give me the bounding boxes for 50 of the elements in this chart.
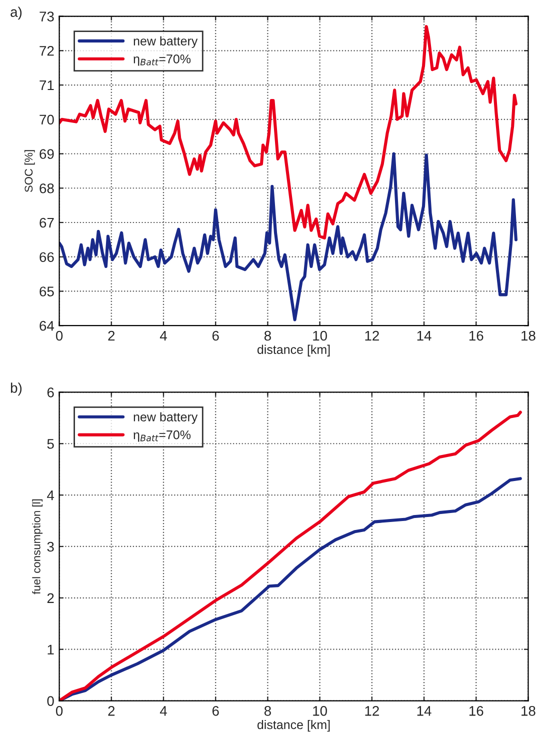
x-tick-label: 12 [365, 330, 379, 341]
x-tick-label: 8 [264, 330, 271, 341]
legend-label: η$_{Batt}$=70% [134, 430, 191, 442]
y-tick-label: 0 [47, 696, 54, 706]
y-tick-label: 2 [47, 593, 54, 603]
x-tick-label: 6 [212, 330, 219, 341]
x-tick-label: 4 [160, 330, 167, 341]
line-series [59, 152, 518, 322]
x-tick-label: 14 [417, 330, 432, 341]
x-tick-label: 2 [108, 706, 115, 716]
y-tick-label: 72 [40, 46, 54, 56]
line-series [59, 25, 518, 240]
y-tick-label: 70 [40, 114, 54, 125]
y-tick-label: 5 [47, 439, 54, 449]
y-tick-label: 64 [40, 320, 54, 331]
y-tick-label: 6 [47, 388, 54, 398]
y-tick-label: 1 [48, 644, 54, 654]
x-tick-label: 4 [160, 706, 167, 716]
x-tick-label: 6 [212, 706, 219, 716]
x-tick-label: 18 [522, 330, 536, 341]
x-tick-label: 0 [56, 706, 63, 716]
x-tick-label: 0 [56, 330, 63, 341]
y-tick-label: 66 [40, 252, 54, 262]
y-tick-label: 69 [40, 149, 54, 159]
y-tick-label: 3 [47, 542, 54, 552]
y-tick-label: 67 [40, 218, 54, 228]
x-tick-label: 14 [417, 706, 432, 716]
x-tick-label: 10 [313, 706, 327, 716]
legend-label: new battery [134, 412, 198, 424]
x-axis-title: distance [km] [257, 720, 330, 732]
x-axis-title: distance [km] [257, 344, 330, 356]
chart-title: a) [10, 6, 22, 20]
legend-label: new battery [134, 36, 198, 48]
y-axis-title: fuel consumption [l] [32, 499, 43, 594]
x-tick-label: 10 [313, 330, 327, 341]
y-tick-label: 68 [40, 183, 54, 194]
y-tick-label: 4 [47, 490, 54, 500]
chart-title: b) [10, 382, 22, 396]
legend-label: η$_{Batt}$=70% [134, 54, 191, 66]
x-tick-label: 2 [108, 330, 115, 341]
y-axis-title: SOC [%] [24, 150, 35, 192]
y-tick-label: 73 [40, 12, 54, 22]
y-tick-label: 71 [40, 80, 54, 90]
y-tick-label: 65 [40, 286, 54, 296]
x-tick-label: 8 [264, 706, 271, 716]
x-tick-label: 12 [365, 706, 379, 716]
x-tick-label: 16 [469, 330, 484, 341]
x-tick-label: 16 [469, 706, 484, 716]
x-tick-label: 18 [522, 706, 536, 716]
line-series [59, 410, 522, 701]
